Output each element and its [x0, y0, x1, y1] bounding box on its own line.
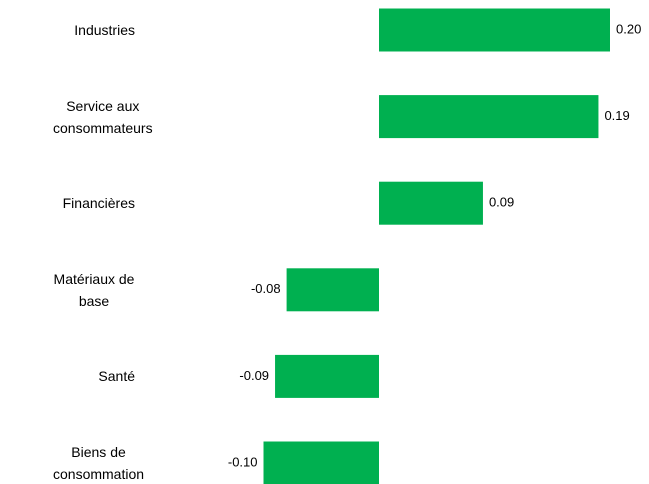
category-text: Service aux consommateurs	[53, 97, 153, 136]
value-label: -0.09	[239, 368, 269, 383]
bar	[275, 354, 379, 398]
category-text: Financières	[62, 195, 135, 212]
category-text: Matériaux de base	[53, 270, 135, 309]
category-label: Service aux consommateurs	[53, 95, 153, 139]
value-label: 0.09	[489, 195, 514, 210]
category-text: Santé	[98, 368, 135, 385]
bar	[379, 95, 599, 139]
category-label: Industries	[74, 19, 135, 41]
category-text: Industries	[74, 22, 135, 38]
bar	[263, 441, 379, 484]
bar	[286, 268, 379, 312]
bar	[379, 181, 483, 225]
value-label: 0.20	[616, 21, 641, 36]
category-label: Financières	[63, 192, 135, 214]
value-label: -0.10	[228, 454, 258, 469]
category-label: Biens de consommation	[53, 441, 144, 484]
category-label: Matériaux de base	[53, 268, 135, 312]
value-label: -0.08	[251, 281, 281, 296]
value-label: 0.19	[604, 108, 629, 123]
bar	[379, 8, 610, 52]
category-label: Santé	[98, 365, 135, 387]
category-text: Biens de consommation	[53, 444, 145, 482]
